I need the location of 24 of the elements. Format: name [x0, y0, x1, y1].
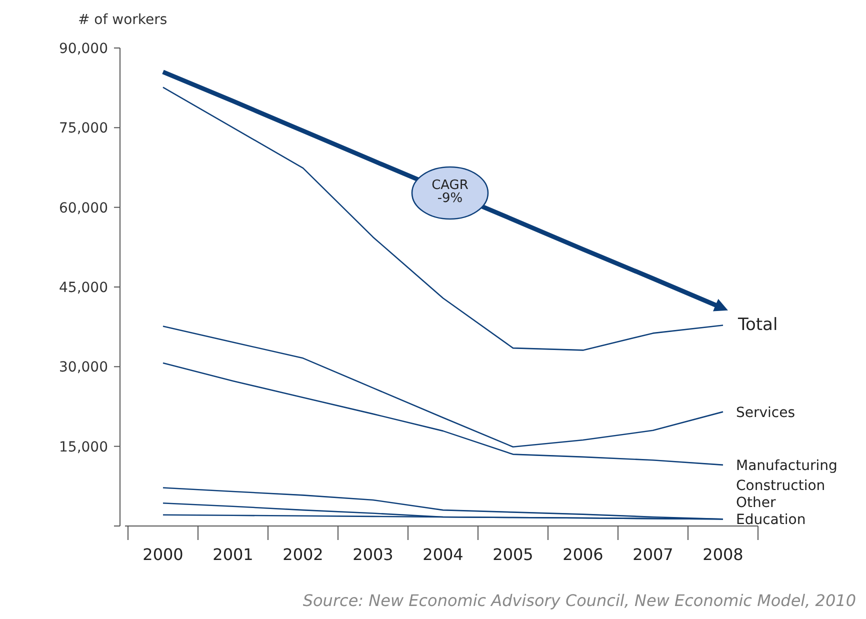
- x-tick-label: 2006: [562, 545, 604, 564]
- x-tick-label: 2003: [352, 545, 394, 564]
- x-tick-label: 2002: [282, 545, 324, 564]
- series-label: Services: [736, 404, 796, 421]
- y-tick-label: 15,000: [59, 439, 108, 456]
- series-label: Other: [736, 495, 776, 512]
- x-tick-label: 2005: [492, 545, 534, 564]
- x-tick-label: 2008: [702, 545, 744, 564]
- y-tick-label: 60,000: [59, 200, 108, 216]
- x-tick-label: 2000: [142, 545, 184, 564]
- annotation: CAGR -9%: [432, 178, 468, 206]
- source-note: Source: New Economic Advisory Council, New Economic Model, 2010: [302, 591, 856, 610]
- x-tick-label: 2007: [632, 545, 674, 564]
- text: Construction: [736, 478, 826, 494]
- y-tick-label: 90,000: [59, 41, 108, 57]
- series-label: Total: [737, 315, 778, 336]
- x-tick-label: 2004: [422, 545, 464, 564]
- series-label: Education: [736, 512, 806, 528]
- y-tick-label: 75,000: [59, 120, 108, 137]
- series-label: Manufacturing: [736, 458, 838, 474]
- y-tick-label: 30,000: [59, 360, 108, 376]
- y-tick-label: 45,000: [59, 280, 108, 296]
- x-tick-label: 2001: [212, 545, 254, 564]
- y-axis-title: # of workers: [78, 12, 168, 28]
